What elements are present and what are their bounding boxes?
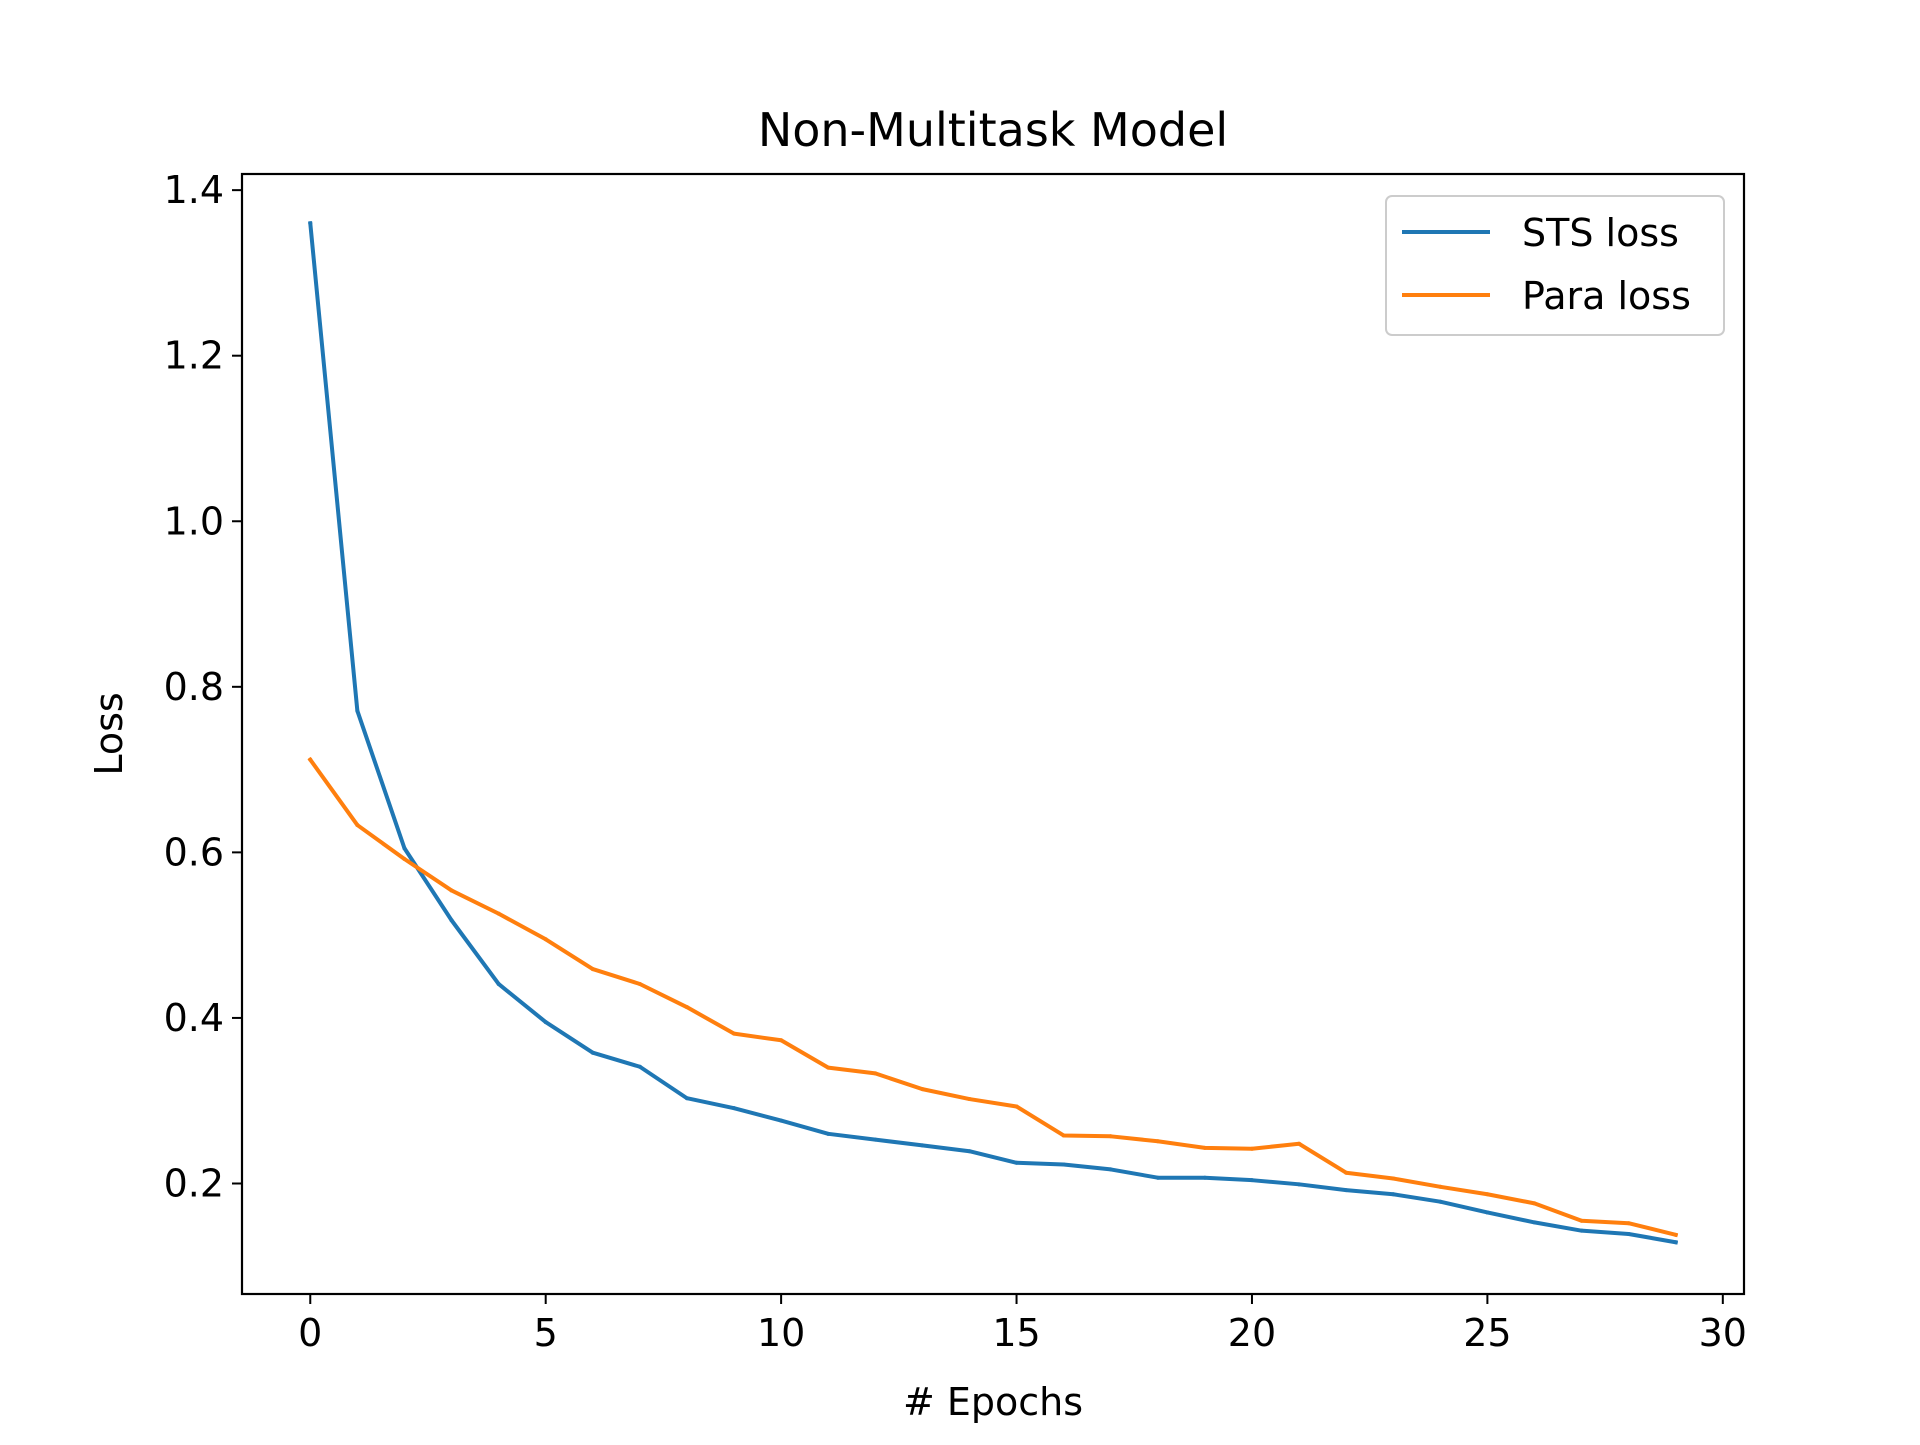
data-point-para-loss	[1673, 1232, 1678, 1237]
y-tick-label: 0.4	[164, 996, 224, 1040]
data-point-para-loss	[1014, 1104, 1019, 1109]
data-point-sts-loss	[1579, 1228, 1584, 1233]
data-point-sts-loss	[1673, 1240, 1678, 1245]
y-tick-label: 1.2	[164, 334, 224, 378]
data-point-para-loss	[590, 967, 595, 972]
data-point-para-loss	[1061, 1133, 1066, 1138]
data-point-sts-loss	[449, 918, 454, 923]
plot-area	[307, 221, 1679, 1245]
x-tick-label: 20	[1228, 1311, 1276, 1355]
data-point-para-loss	[1532, 1201, 1537, 1206]
data-point-para-loss	[732, 1031, 737, 1036]
data-point-sts-loss	[1626, 1231, 1631, 1236]
data-point-sts-loss	[1108, 1167, 1113, 1172]
data-point-sts-loss	[1061, 1162, 1066, 1167]
data-point-sts-loss	[1249, 1178, 1254, 1183]
data-point-para-loss	[308, 757, 313, 762]
data-point-sts-loss	[543, 1020, 548, 1025]
legend-label-para-loss: Para loss	[1522, 274, 1691, 318]
x-tick-label: 15	[992, 1311, 1040, 1355]
data-point-para-loss	[402, 856, 407, 861]
data-point-para-loss	[1297, 1141, 1302, 1146]
y-tick-label: 0.8	[164, 665, 224, 709]
data-point-sts-loss	[1297, 1182, 1302, 1187]
data-point-para-loss	[449, 888, 454, 893]
y-tick-label: 0.6	[164, 830, 224, 874]
data-point-para-loss	[1249, 1146, 1254, 1151]
data-point-sts-loss	[873, 1137, 878, 1142]
data-point-para-loss	[496, 911, 501, 916]
data-point-sts-loss	[1438, 1199, 1443, 1204]
data-point-sts-loss	[637, 1064, 642, 1069]
legend: STS loss Para loss	[1385, 195, 1725, 336]
data-point-para-loss	[1579, 1218, 1584, 1223]
x-tick-label: 30	[1699, 1311, 1747, 1355]
plot-frame	[240, 172, 1746, 1296]
data-point-para-loss	[1344, 1170, 1349, 1175]
data-point-sts-loss	[920, 1143, 925, 1148]
data-point-sts-loss	[308, 221, 313, 226]
data-point-para-loss	[1485, 1192, 1490, 1197]
data-point-para-loss	[920, 1087, 925, 1092]
data-point-para-loss	[873, 1071, 878, 1076]
data-point-sts-loss	[590, 1050, 595, 1055]
series-line-para-loss	[307, 756, 1679, 1238]
series-line-sts-loss	[308, 221, 1679, 1245]
data-point-para-loss	[1391, 1176, 1396, 1181]
chart-title: Non-Multitask Model	[758, 103, 1228, 157]
x-axis: 0 5 10 15 20 25 30	[298, 1294, 1747, 1355]
data-point-para-loss	[1626, 1221, 1631, 1226]
data-point-sts-loss	[496, 981, 501, 986]
data-point-sts-loss	[826, 1131, 831, 1136]
x-tick-label: 10	[757, 1311, 805, 1355]
x-tick-label: 25	[1463, 1311, 1511, 1355]
data-point-sts-loss	[1014, 1160, 1019, 1165]
data-point-sts-loss	[1155, 1175, 1160, 1180]
data-point-para-loss	[1438, 1184, 1443, 1189]
data-point-para-loss	[637, 981, 642, 986]
x-tick-label: 5	[534, 1311, 558, 1355]
data-point-sts-loss	[1391, 1192, 1396, 1197]
data-point-para-loss	[1108, 1134, 1113, 1139]
data-point-sts-loss	[684, 1096, 689, 1101]
series-para-loss	[307, 756, 1679, 1238]
y-axis: 0.2 0.4 0.6 0.8 1.0 1.2 1.4	[164, 168, 242, 1205]
data-point-para-loss	[355, 823, 360, 828]
data-point-para-loss	[826, 1065, 831, 1070]
y-tick-label: 1.0	[164, 499, 224, 543]
y-axis-title: Loss	[87, 692, 131, 775]
data-point-sts-loss	[732, 1106, 737, 1111]
data-point-para-loss	[967, 1097, 972, 1102]
data-point-sts-loss	[1202, 1175, 1207, 1180]
x-tick-label: 0	[298, 1311, 322, 1355]
data-point-sts-loss	[967, 1149, 972, 1154]
data-point-sts-loss	[1485, 1210, 1490, 1215]
data-point-para-loss	[543, 937, 548, 942]
data-point-sts-loss	[779, 1118, 784, 1123]
data-point-sts-loss	[355, 708, 360, 713]
legend-label-sts-loss: STS loss	[1522, 211, 1679, 255]
x-axis-title: # Epochs	[903, 1380, 1083, 1424]
y-tick-label: 0.2	[164, 1161, 224, 1205]
data-point-sts-loss	[1344, 1188, 1349, 1193]
data-point-para-loss	[1202, 1145, 1207, 1150]
data-point-para-loss	[1155, 1139, 1160, 1144]
data-point-para-loss	[684, 1005, 689, 1010]
series-sts-loss	[308, 221, 1679, 1245]
data-point-para-loss	[779, 1038, 784, 1043]
y-tick-label: 1.4	[164, 168, 224, 212]
data-point-sts-loss	[402, 846, 407, 851]
data-point-sts-loss	[1532, 1220, 1537, 1225]
